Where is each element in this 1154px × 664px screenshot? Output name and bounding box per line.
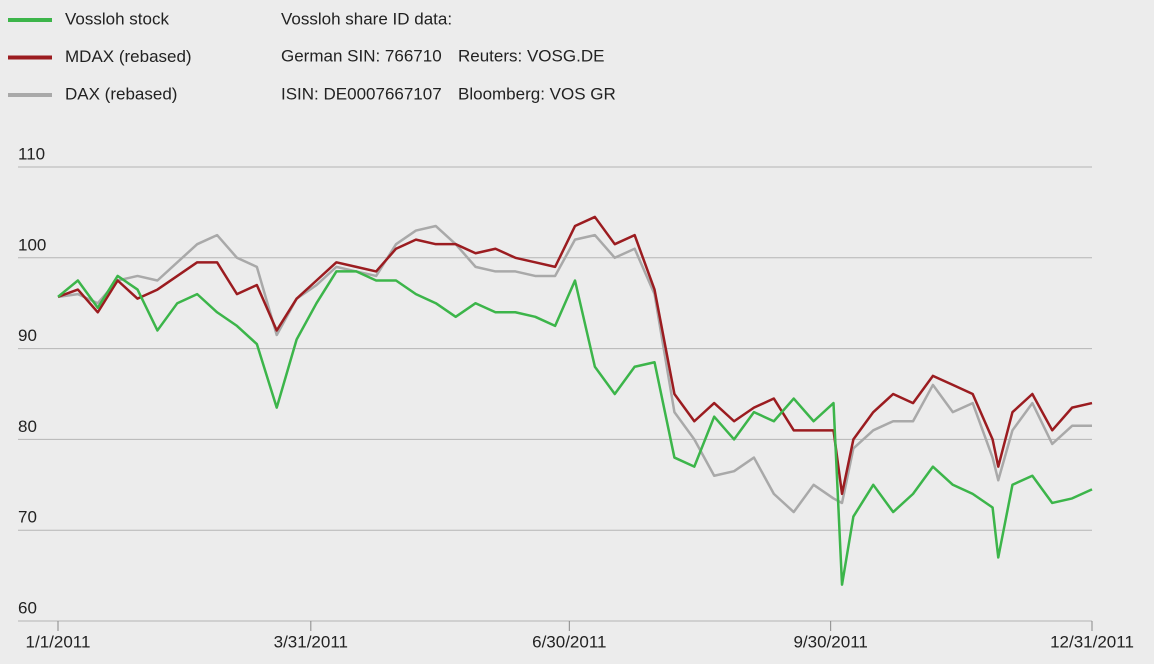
y-tick-label: 90 xyxy=(18,326,37,345)
y-tick-label: 70 xyxy=(18,508,37,527)
x-tick-label: 6/30/2011 xyxy=(532,632,606,651)
x-tick-label: 9/30/2011 xyxy=(793,632,867,651)
y-tick-label: 60 xyxy=(18,598,37,617)
info-text: Reuters: VOSG.DE xyxy=(458,46,604,65)
legend-label: DAX (rebased) xyxy=(65,84,177,103)
x-tick-label: 12/31/2011 xyxy=(1050,632,1134,651)
info-text: German SIN: 766710 xyxy=(281,46,442,65)
x-tick-label: 3/31/2011 xyxy=(274,632,348,651)
series-line xyxy=(57,215,1093,496)
legend-label: MDAX (rebased) xyxy=(65,47,192,66)
info-text: Bloomberg: VOS GR xyxy=(458,84,616,103)
series-line xyxy=(57,224,1092,514)
y-tick-label: 110 xyxy=(18,144,45,163)
y-tick-label: 100 xyxy=(18,235,46,254)
y-tick-label: 80 xyxy=(18,417,37,436)
info-text: ISIN: DE0007667107 xyxy=(281,84,442,103)
info-title: Vossloh share ID data: xyxy=(281,9,452,28)
legend-label: Vossloh stock xyxy=(65,9,169,28)
series-line xyxy=(57,270,1093,586)
x-tick-label: 1/1/2011 xyxy=(26,632,91,651)
